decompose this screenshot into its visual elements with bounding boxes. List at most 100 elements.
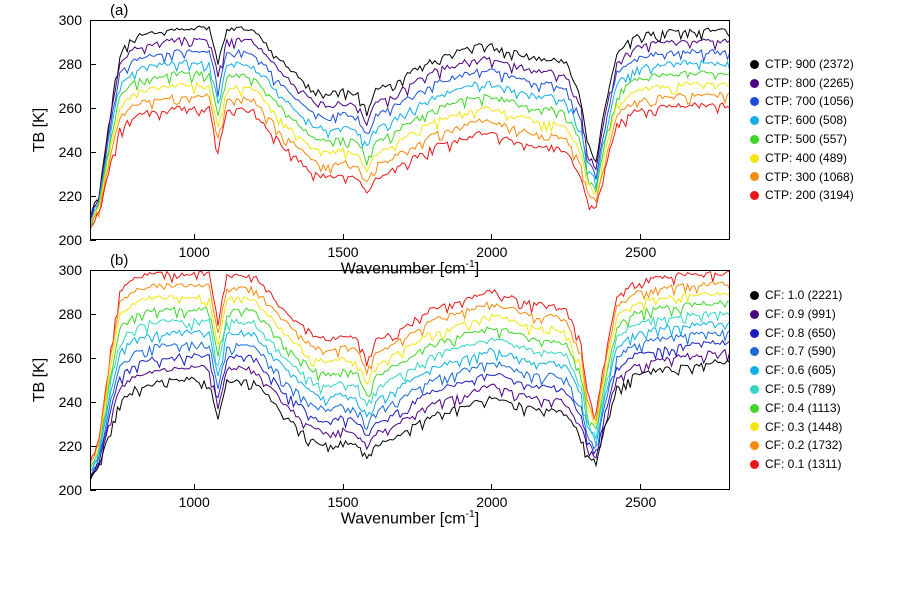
y-tick-label: 200	[59, 482, 82, 498]
series-line	[90, 82, 730, 223]
y-tick-mark	[90, 64, 96, 65]
legend-marker	[750, 116, 759, 125]
legend-item: CTP: 200 (3194)	[750, 187, 854, 204]
x-tick-mark	[194, 234, 195, 240]
legend-label: CTP: 400 (489)	[765, 150, 847, 167]
x-tick-label: 2500	[625, 244, 656, 260]
legend-marker	[750, 460, 759, 469]
legend-item: CF: 0.6 (605)	[750, 362, 842, 379]
legend-marker	[750, 385, 759, 394]
x-tick-mark	[343, 234, 344, 240]
series-line	[90, 330, 730, 476]
legend-marker	[750, 154, 759, 163]
plot-area: (b)TB [K]Wavenumber [cm-1]10001500200025…	[90, 270, 730, 490]
y-tick-label: 200	[59, 232, 82, 248]
y-tick-label: 240	[59, 394, 82, 410]
legend-marker	[750, 79, 759, 88]
y-tick-label: 300	[59, 262, 82, 278]
x-tick-label: 1000	[179, 494, 210, 510]
legend-item: CF: 0.3 (1448)	[750, 419, 842, 436]
y-tick-label: 220	[59, 188, 82, 204]
legend-item: CTP: 500 (557)	[750, 131, 854, 148]
legend-item: CTP: 900 (2372)	[750, 56, 854, 73]
x-tick-label: 1500	[327, 244, 358, 260]
legend-item: CF: 0.5 (789)	[750, 381, 842, 398]
y-tick-mark	[90, 270, 96, 271]
legend-item: CF: 0.1 (1311)	[750, 456, 842, 473]
legend-marker	[750, 366, 759, 375]
x-tick-label: 2000	[476, 244, 507, 260]
legend-item: CF: 1.0 (2221)	[750, 287, 842, 304]
legend-item: CF: 0.4 (1113)	[750, 400, 842, 417]
legend-marker	[750, 329, 759, 338]
series-line	[90, 360, 730, 481]
series-line	[90, 103, 730, 229]
legend-label: CF: 0.6 (605)	[765, 362, 836, 379]
series-line	[90, 38, 730, 225]
series-line	[90, 350, 730, 480]
y-tick-mark	[90, 446, 96, 447]
legend: CTP: 900 (2372)CTP: 800 (2265)CTP: 700 (…	[750, 20, 854, 240]
legend-marker	[750, 422, 759, 431]
legend-label: CTP: 200 (3194)	[765, 187, 854, 204]
y-tick-label: 300	[59, 12, 82, 28]
legend-marker	[750, 404, 759, 413]
series-line	[90, 71, 730, 225]
series-line	[90, 341, 730, 479]
y-tick-label: 280	[59, 306, 82, 322]
y-tick-mark	[90, 358, 96, 359]
y-tick-mark	[90, 108, 96, 109]
x-tick-label: 2000	[476, 494, 507, 510]
x-tick-mark	[491, 234, 492, 240]
chart-svg	[90, 270, 730, 490]
y-tick-label: 260	[59, 350, 82, 366]
legend-label: CF: 0.1 (1311)	[765, 456, 841, 473]
x-tick-mark	[343, 484, 344, 490]
y-tick-mark	[90, 314, 96, 315]
x-tick-mark	[640, 234, 641, 240]
panel-label: (a)	[110, 2, 128, 19]
legend-item: CF: 0.2 (1732)	[750, 437, 842, 454]
panel-a: (a)TB [K]Wavenumber [cm-1]10001500200025…	[20, 20, 886, 240]
panel-label: (b)	[110, 252, 128, 269]
y-tick-mark	[90, 490, 96, 491]
legend-item: CTP: 400 (489)	[750, 150, 854, 167]
plot-area: (a)TB [K]Wavenumber [cm-1]10001500200025…	[90, 20, 730, 240]
legend-label: CTP: 600 (508)	[765, 112, 847, 129]
legend-label: CF: 0.9 (991)	[765, 306, 836, 323]
legend-label: CF: 0.4 (1113)	[765, 400, 841, 417]
y-tick-mark	[90, 196, 96, 197]
y-tick-label: 220	[59, 438, 82, 454]
legend: CF: 1.0 (2221) CF: 0.9 (991) CF: 0.8 (650)…	[750, 270, 842, 490]
legend-marker	[750, 347, 759, 356]
x-axis-label: Wavenumber [cm-1]	[341, 509, 479, 528]
y-tick-mark	[90, 402, 96, 403]
legend-marker	[750, 60, 759, 69]
legend-item: CTP: 300 (1068)	[750, 169, 854, 186]
legend-label: CTP: 900 (2372)	[765, 56, 854, 73]
y-tick-label: 260	[59, 100, 82, 116]
legend-label: CTP: 300 (1068)	[765, 169, 854, 186]
legend-label: CF: 0.5 (789)	[765, 381, 836, 398]
y-axis-label: TB [K]	[31, 358, 49, 402]
legend-label: CTP: 500 (557)	[765, 131, 847, 148]
panel-b: (b)TB [K]Wavenumber [cm-1]10001500200025…	[20, 270, 886, 490]
legend-marker	[750, 172, 759, 181]
y-tick-label: 280	[59, 56, 82, 72]
legend-item: CTP: 600 (508)	[750, 112, 854, 129]
y-tick-mark	[90, 240, 96, 241]
legend-label: CF: 1.0 (2221)	[765, 287, 842, 304]
legend-label: CTP: 800 (2265)	[765, 75, 854, 92]
legend-label: CF: 0.7 (590)	[765, 343, 836, 360]
y-tick-mark	[90, 152, 96, 153]
legend-item: CF: 0.9 (991)	[750, 306, 842, 323]
legend-item: CF: 0.7 (590)	[750, 343, 842, 360]
legend-item: CF: 0.8 (650)	[750, 325, 842, 342]
legend-label: CF: 0.8 (650)	[765, 325, 836, 342]
legend-marker	[750, 441, 759, 450]
legend-item: CTP: 800 (2265)	[750, 75, 854, 92]
x-tick-label: 2500	[625, 494, 656, 510]
x-tick-mark	[491, 484, 492, 490]
legend-marker	[750, 191, 759, 200]
series-line	[90, 292, 730, 467]
